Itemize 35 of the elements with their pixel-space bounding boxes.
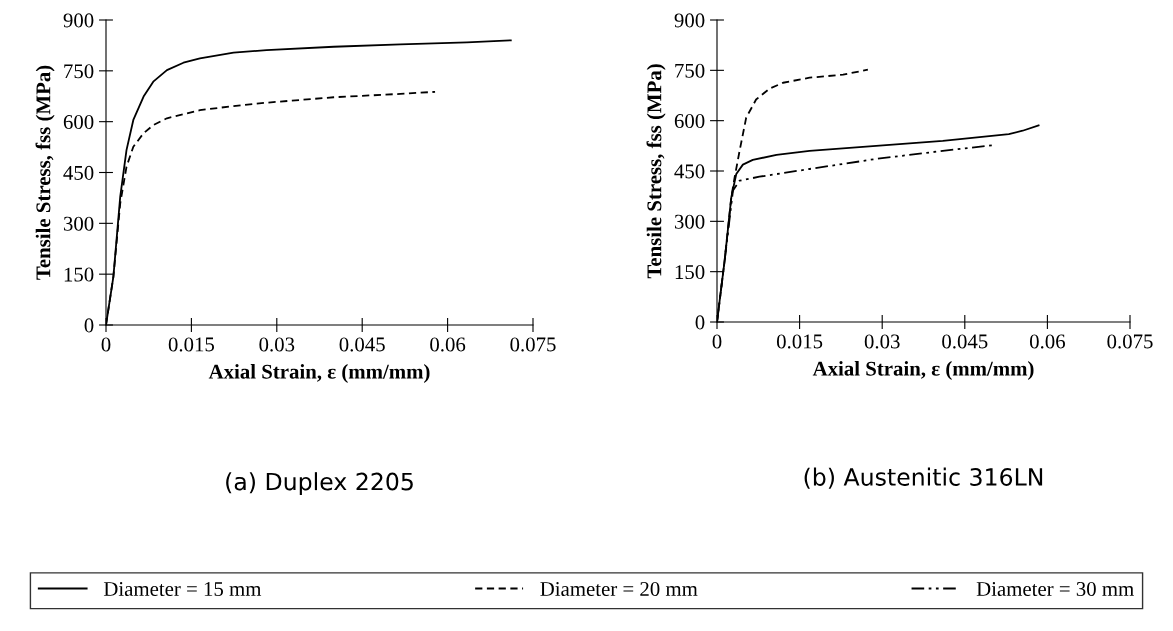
x-tick-label: 0 — [712, 334, 722, 349]
y-axis-title: Tensile Stress, fss (MPa) — [646, 64, 666, 279]
y-tick-label: 450 — [63, 165, 94, 180]
legend-label: Diameter = 15 mm — [103, 582, 262, 597]
y-tick-label: 450 — [674, 164, 705, 179]
x-tick-label: 0.045 — [942, 334, 988, 349]
x-tick-label: 0.045 — [339, 337, 385, 352]
text: (a) Duplex 2205 — [226, 472, 413, 496]
y-tick-label: 600 — [674, 114, 705, 129]
x-axis-title: Axial Strain, ε (mm/mm) — [812, 361, 1034, 380]
y-axis-title: Tensile Stress, fss (MPa) — [35, 65, 55, 280]
x-axis-title: Axial Strain, ε (mm/mm) — [208, 364, 430, 383]
y-tick-label: 0 — [695, 315, 705, 330]
y-tick-label: 900 — [63, 13, 94, 28]
x-tick-label: 0 — [101, 337, 111, 352]
x-tick-label: 0.03 — [864, 334, 900, 349]
x-tick-label: 0.015 — [776, 334, 823, 349]
x-tick-label: 0.06 — [430, 337, 466, 352]
y-tick-label: 150 — [64, 267, 94, 282]
y-tick-label: 750 — [64, 64, 94, 79]
x-tick-label: 0.075 — [1107, 334, 1153, 349]
y-tick-label: 750 — [675, 63, 705, 78]
y-tick-label: 600 — [63, 115, 94, 130]
legend-label: Diameter = 30 mm — [976, 581, 1134, 597]
y-tick-label: 900 — [674, 13, 705, 28]
y-tick-label: 300 — [63, 216, 94, 231]
y-tick-label: 300 — [674, 214, 705, 229]
x-tick-label: 0.075 — [510, 337, 556, 352]
x-tick-label: 0.06 — [1029, 334, 1066, 349]
y-tick-label: 150 — [675, 265, 705, 280]
legend-label: Diameter = 20 mm — [540, 581, 698, 597]
text: (b) Austenitic 316LN — [804, 467, 1043, 489]
y-tick-label: 0 — [84, 318, 94, 333]
x-tick-label: 0.03 — [259, 337, 295, 352]
x-tick-label: 0.015 — [168, 337, 215, 352]
